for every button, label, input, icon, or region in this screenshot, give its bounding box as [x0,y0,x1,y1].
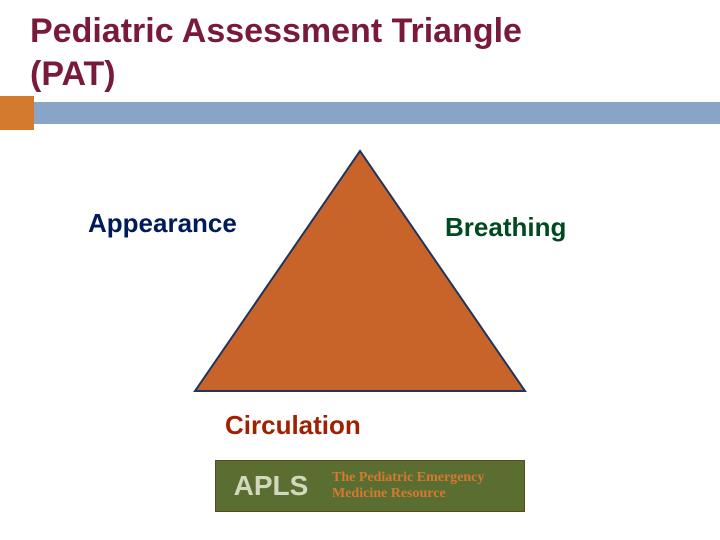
apls-logo-subtitle: The Pediatric Emergency Medicine Resourc… [326,461,524,511]
header-accent-bar [0,102,720,124]
label-appearance: Appearance [88,208,237,239]
apls-footer-logo: APLS The Pediatric Emergency Medicine Re… [215,460,525,512]
apls-logo-text: APLS [216,461,326,511]
apls-sub-line2: Medicine Resource [332,486,524,502]
header-accent-block [0,96,34,130]
pat-triangle [190,146,530,396]
triangle-polygon [195,151,525,391]
slide: Pediatric Assessment Triangle (PAT) Appe… [0,0,720,540]
slide-title: Pediatric Assessment Triangle (PAT) [30,10,522,95]
title-line2: (PAT) [30,55,116,93]
title-line1: Pediatric Assessment Triangle [30,12,522,50]
label-circulation: Circulation [225,410,361,441]
apls-sub-line1: The Pediatric Emergency [332,470,524,486]
triangle-shape [190,146,530,396]
label-breathing: Breathing [445,212,566,243]
